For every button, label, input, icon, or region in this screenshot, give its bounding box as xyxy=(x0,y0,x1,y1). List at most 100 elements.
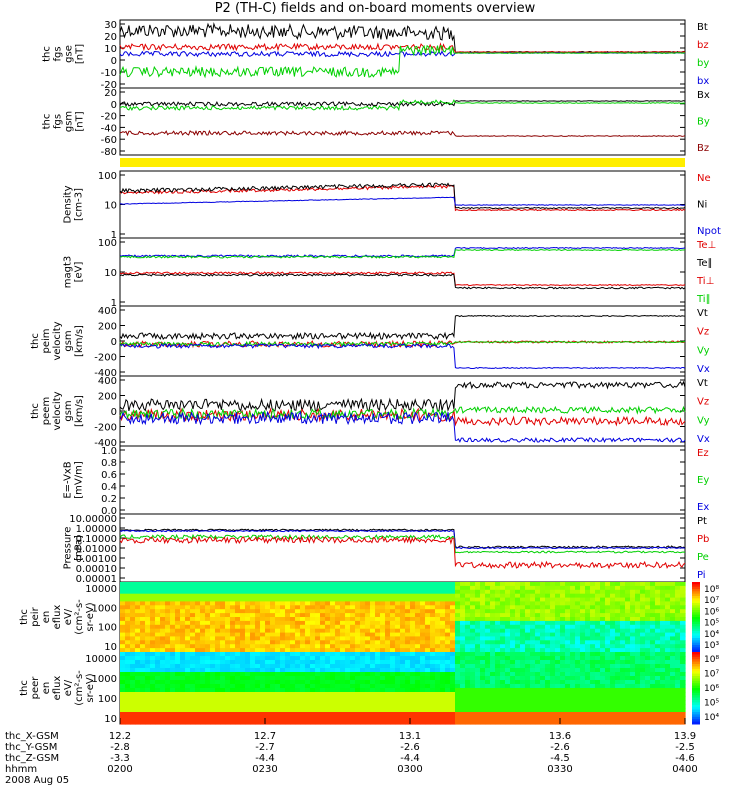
y-tick-label: 10000 xyxy=(85,654,117,665)
colorbar-label: 10⁵ xyxy=(704,699,719,709)
y-axis-label: [nT] xyxy=(75,111,86,131)
date-label: 2008 Aug 05 xyxy=(5,775,69,786)
colorbar-label: 10⁶ xyxy=(704,684,719,694)
y-tick-label: 1 xyxy=(111,298,117,309)
colorbar-label: 10⁴ xyxy=(704,713,719,723)
legend-Bz: Bz xyxy=(697,143,709,154)
legend-Ne: Ne xyxy=(697,173,711,184)
y-tick-label: 400 xyxy=(98,306,117,317)
colorbar-label: 10⁸ xyxy=(704,585,719,595)
series-Te-par xyxy=(119,273,686,290)
series-Pe xyxy=(119,533,686,554)
series-Te-perp xyxy=(119,246,686,258)
y-tick-label: 0.4 xyxy=(101,482,117,493)
y-axis-label: gsm xyxy=(63,330,74,351)
y-tick-label: -200 xyxy=(94,353,117,364)
y-axis-label: eV/ xyxy=(63,608,74,625)
y-axis-label: en xyxy=(41,611,52,624)
y-axis-label: sr-eV) xyxy=(85,673,96,702)
y-axis-label: en xyxy=(41,682,52,695)
y-tick-label: 0.00010 xyxy=(76,564,117,575)
y-axis-label: magt3 xyxy=(63,256,74,289)
y-axis-label: velocity xyxy=(52,391,63,430)
y-axis-label: sr-eV) xyxy=(85,602,96,631)
y-tick-label: 0.10000 xyxy=(76,534,117,545)
y-tick-label: -200 xyxy=(94,423,117,434)
y-axis-label: thc xyxy=(30,333,41,349)
y-tick-label: 30 xyxy=(104,20,117,31)
series-Bt xyxy=(119,22,686,54)
y-tick-label: -40 xyxy=(101,123,117,134)
colorbar-label: 10⁴ xyxy=(704,630,719,640)
y-tick-label: 10.00000 xyxy=(69,514,117,525)
legend-bx: bx xyxy=(697,76,709,87)
x-tick-label: -4.4 xyxy=(255,753,275,764)
y-axis-label: eflux xyxy=(52,605,63,630)
legend-Bx: Bx xyxy=(697,90,710,101)
legend-Pb: Pb xyxy=(697,534,709,545)
x-tick-label: 0400 xyxy=(672,764,697,775)
y-axis-label: thc xyxy=(19,609,30,625)
y-tick-label: 10 xyxy=(104,44,117,55)
y-axis-label: peer xyxy=(30,676,41,700)
x-tick-label: -2.5 xyxy=(675,742,695,753)
series-Bz xyxy=(119,129,686,137)
legend-By: By xyxy=(697,117,710,128)
y-tick-label: 10 xyxy=(104,201,117,212)
x-row-label: thc_X-GSM xyxy=(5,731,59,742)
legend-Vz: Vz xyxy=(697,327,709,338)
x-tick-label: 12.7 xyxy=(254,731,276,742)
y-tick-label: 10000 xyxy=(85,584,117,595)
page-title: P2 (TH-C) fields and on-board moments ov… xyxy=(214,1,536,16)
panel-efield xyxy=(119,445,686,515)
x-tick-label: -2.8 xyxy=(110,742,130,753)
y-tick-label: 100 xyxy=(98,238,117,249)
legend-Te∥: Te∥ xyxy=(696,258,713,269)
legend-by: by xyxy=(697,58,709,69)
x-tick-label: 0230 xyxy=(252,764,277,775)
colorbar-label: 10⁶ xyxy=(704,607,719,617)
legend-Vt: Vt xyxy=(697,378,708,389)
x-tick-label: 0200 xyxy=(107,764,132,775)
y-tick-label: 1.00000 xyxy=(76,524,117,535)
y-axis-label: velocity xyxy=(52,321,63,360)
y-tick-label: -400 xyxy=(94,438,117,449)
y-tick-label: 200 xyxy=(98,392,117,403)
colorbar-label: 10⁷ xyxy=(704,596,719,606)
y-axis-label: [km/s] xyxy=(74,395,85,427)
series-by xyxy=(119,44,686,79)
y-tick-label: 0 xyxy=(111,407,117,418)
series-Vx2 xyxy=(119,410,686,444)
y-tick-label: 20 xyxy=(104,88,117,99)
y-tick-label: 0.6 xyxy=(101,470,117,481)
y-tick-label: 20 xyxy=(104,32,117,43)
series-Pb xyxy=(119,535,686,570)
legend-Bt: Bt xyxy=(697,22,708,33)
legend-Ey: Ey xyxy=(697,475,709,486)
x-tick-label: -2.6 xyxy=(400,742,420,753)
series-Vz2 xyxy=(119,407,686,427)
legend-Vy: Vy xyxy=(697,345,710,356)
y-tick-label: 0 xyxy=(111,56,117,67)
x-tick-label: -4.5 xyxy=(550,753,570,764)
series-Ni xyxy=(119,182,686,210)
legend-Ni: Ni xyxy=(697,200,707,211)
legend-Vt: Vt xyxy=(697,308,708,319)
y-axis-label: [km/s] xyxy=(74,325,85,357)
y-axis-label: fgs xyxy=(53,114,64,129)
heatmap-peer-colorbar xyxy=(692,652,700,725)
colorbar-label: 10⁸ xyxy=(704,655,719,665)
heatmap-peer xyxy=(120,652,686,725)
y-axis-label: fgs xyxy=(53,46,64,61)
mode-bar xyxy=(120,158,685,167)
heatmap-peir-colorbar xyxy=(692,582,700,653)
series-bz xyxy=(119,42,686,53)
y-tick-label: -10 xyxy=(101,68,117,79)
legend-Pi: Pi xyxy=(697,570,706,581)
series-Bx xyxy=(119,100,686,107)
y-axis-label: [mV/m] xyxy=(74,461,85,499)
series-By xyxy=(119,99,685,112)
y-tick-label: 1000 xyxy=(92,674,117,685)
legend-Ti⊥: Ti⊥ xyxy=(696,276,714,287)
